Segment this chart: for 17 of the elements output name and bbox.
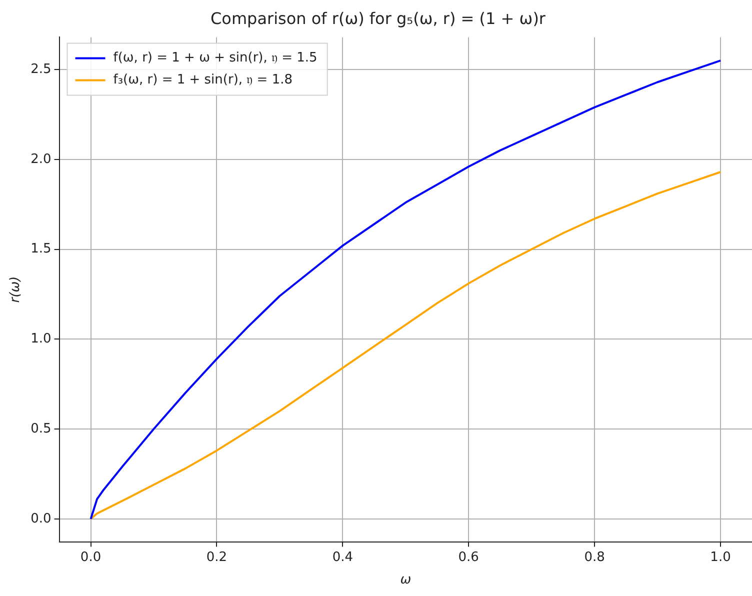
y-tick-label: 1.5 bbox=[30, 242, 52, 257]
y-tick-label: 1.0 bbox=[30, 332, 52, 347]
chart-title: Comparison of r(ω) for g₅(ω, r) = (1 + ω)r bbox=[210, 8, 546, 28]
y-axis-title: r(ω) bbox=[8, 276, 24, 303]
x-tick-label: 0.4 bbox=[332, 550, 354, 565]
x-tick-label: 0.8 bbox=[584, 550, 605, 565]
x-tick-label: 1.0 bbox=[710, 550, 731, 565]
x-tick-label: 0.6 bbox=[458, 550, 479, 565]
y-tick-label: 0.5 bbox=[30, 421, 52, 436]
x-tick-label: 0.2 bbox=[206, 550, 228, 565]
legend-label: f₃(ω, r) = 1 + sin(r), 𝔶 = 1.8 bbox=[113, 72, 293, 88]
y-tick-label: 2.5 bbox=[30, 62, 52, 77]
x-tick-label: 0.0 bbox=[80, 550, 102, 565]
y-tick-label: 0.0 bbox=[30, 511, 52, 526]
legend-label: f(ω, r) = 1 + ω + sin(r), 𝔶 = 1.5 bbox=[113, 50, 318, 66]
x-axis-title: ω bbox=[400, 572, 412, 588]
y-tick-label: 2.0 bbox=[30, 152, 52, 167]
